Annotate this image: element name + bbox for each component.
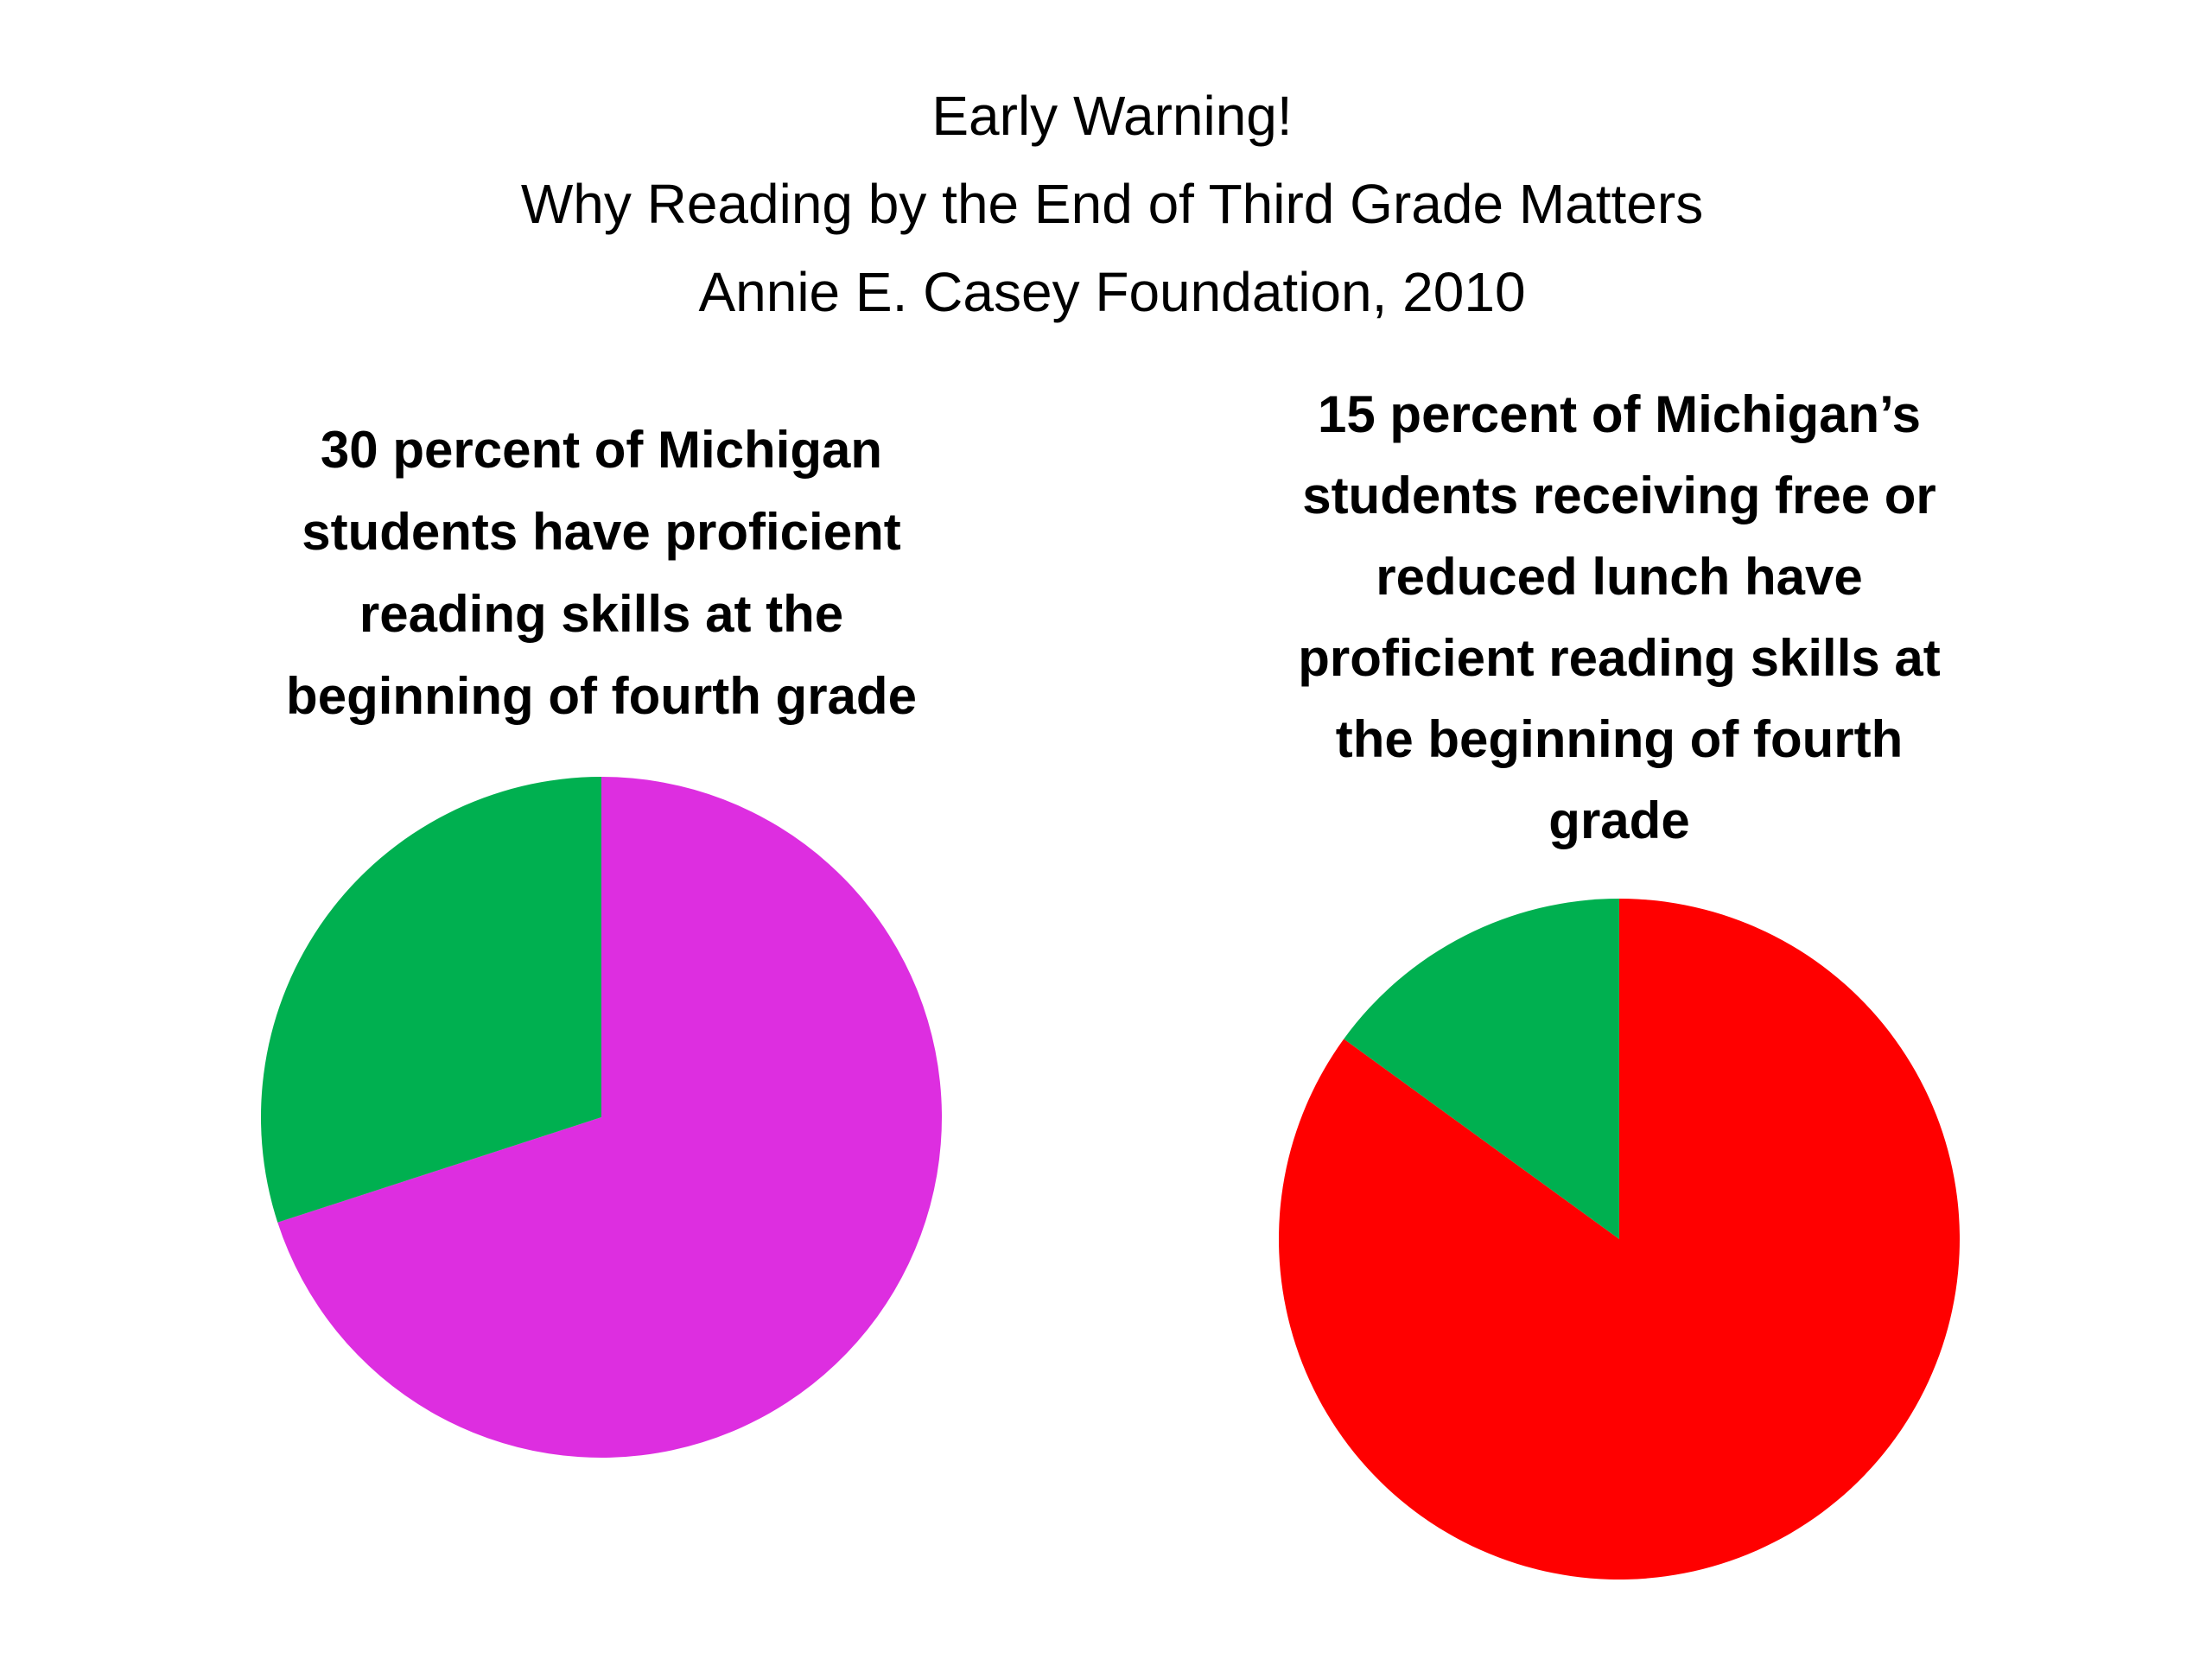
slide-title: Why Reading by the End of Third Grade Ma… xyxy=(521,173,1703,235)
slide-title: Annie E. Casey Foundation, 2010 xyxy=(698,261,1525,323)
slide-title: Early Warning! xyxy=(931,85,1292,147)
chart-title: 30 percent of Michigan xyxy=(321,421,882,479)
pie-slice xyxy=(260,777,601,1223)
pie-slice xyxy=(277,777,943,1458)
chart-title: 15 percent of Michigan’s xyxy=(1318,385,1921,443)
chart-title: the beginning of fourth xyxy=(1336,710,1904,768)
chart-title: students have proficient xyxy=(302,503,900,561)
chart-title: proficient reading skills at xyxy=(1298,629,1941,687)
chart-title: grade xyxy=(1548,791,1689,849)
chart-title: reduced lunch have xyxy=(1376,548,1863,606)
chart-title: beginning of fourth grade xyxy=(286,667,917,725)
chart-title: students receiving free or xyxy=(1302,467,1936,524)
pie-slice xyxy=(1279,899,1961,1580)
pie-slice xyxy=(1344,899,1619,1239)
chart-title: reading skills at the xyxy=(359,585,843,643)
